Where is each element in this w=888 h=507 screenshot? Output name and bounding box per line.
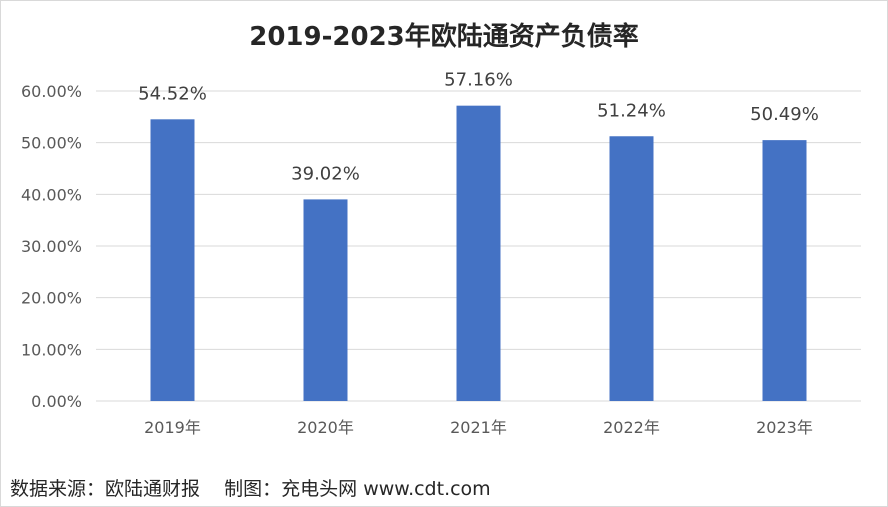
data-label: 50.49% (750, 104, 819, 125)
data-label: 39.02% (291, 163, 360, 184)
bar (609, 136, 654, 401)
source-note: 数据来源：欧陆通财报 制图：充电头网 www.cdt.com (10, 478, 491, 500)
bar (303, 199, 348, 401)
y-tick-label: 10.00% (21, 340, 82, 359)
x-tick-label: 2023年 (756, 418, 813, 437)
y-tick-label: 20.00% (21, 289, 82, 308)
bar (456, 105, 501, 401)
y-tick-label: 30.00% (21, 237, 82, 256)
y-tick-label: 0.00% (31, 392, 82, 411)
y-tick-label: 60.00% (21, 82, 82, 101)
y-tick-label: 50.00% (21, 134, 82, 153)
data-label: 57.16% (444, 70, 513, 91)
data-label: 54.52% (138, 83, 207, 104)
x-tick-label: 2019年 (144, 418, 201, 437)
x-tick-label: 2022年 (603, 418, 660, 437)
x-tick-label: 2021年 (450, 418, 507, 437)
data-label: 51.24% (597, 100, 666, 121)
x-tick-label: 2020年 (297, 418, 354, 437)
bar (762, 140, 807, 401)
chart-title: 2019-2023年欧陆通资产负债率 (249, 22, 639, 52)
y-tick-label: 40.00% (21, 185, 82, 204)
bar (150, 119, 195, 402)
